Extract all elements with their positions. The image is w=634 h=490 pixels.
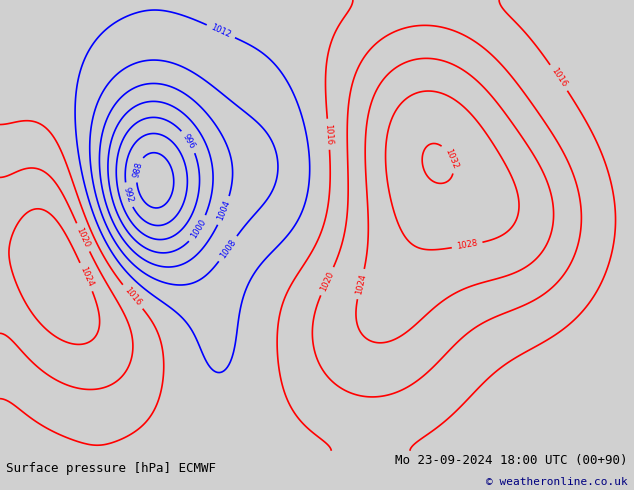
Text: 1020: 1020 bbox=[75, 226, 91, 249]
Text: 1012: 1012 bbox=[209, 23, 232, 40]
Text: 1020: 1020 bbox=[319, 270, 335, 293]
Text: 1024: 1024 bbox=[78, 266, 94, 289]
Text: 1016: 1016 bbox=[122, 286, 143, 308]
Text: 1024: 1024 bbox=[354, 273, 368, 295]
Text: 1028: 1028 bbox=[456, 239, 478, 251]
Text: 992: 992 bbox=[122, 186, 134, 204]
Text: Surface pressure [hPa] ECMWF: Surface pressure [hPa] ECMWF bbox=[6, 462, 216, 475]
Text: 1016: 1016 bbox=[549, 67, 569, 89]
Text: 988: 988 bbox=[131, 161, 144, 178]
Text: 996: 996 bbox=[181, 132, 197, 150]
Text: 1008: 1008 bbox=[218, 238, 238, 260]
Text: 1032: 1032 bbox=[443, 147, 459, 170]
Text: © weatheronline.co.uk: © weatheronline.co.uk bbox=[486, 477, 628, 487]
Text: Mo 23-09-2024 18:00 UTC (00+90): Mo 23-09-2024 18:00 UTC (00+90) bbox=[395, 454, 628, 467]
Text: 1016: 1016 bbox=[323, 123, 333, 145]
Text: 1000: 1000 bbox=[189, 218, 208, 240]
Text: 1004: 1004 bbox=[216, 199, 232, 222]
